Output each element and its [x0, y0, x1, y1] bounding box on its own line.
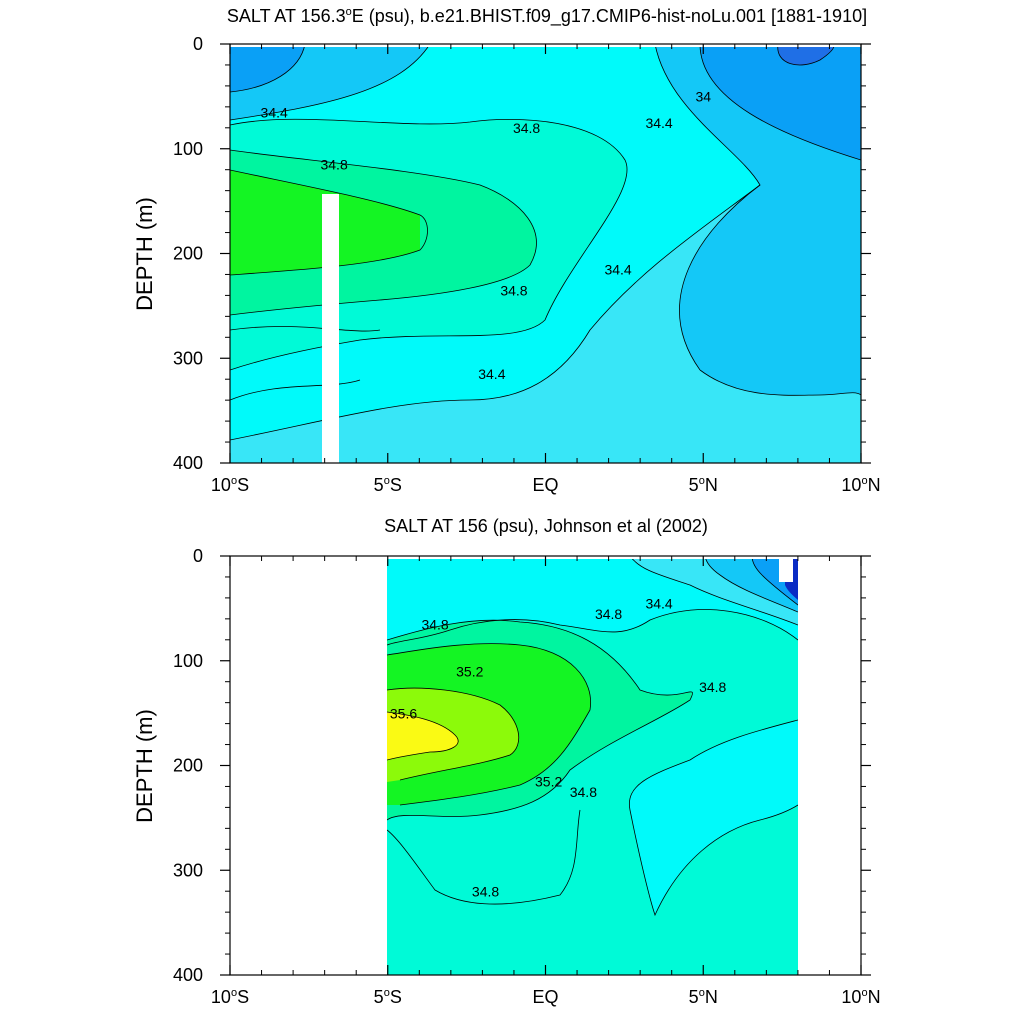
bottom-title: SALT AT 156 (psu), Johnson et al (2002) [384, 516, 708, 536]
bottom-region-34_6-deep [629, 720, 798, 915]
top-region-west-surface-2 [230, 44, 305, 92]
top-contour-label: 34.4 [261, 104, 288, 120]
bottom-contour-label: 34.8 [699, 679, 726, 695]
top-y-tick-label: 100 [173, 139, 203, 159]
bottom-contour-label: 35.2 [456, 663, 483, 679]
bottom-y-tick-label: 300 [173, 860, 203, 880]
bottom-region-35_6 [387, 712, 459, 760]
top-contour-labels: 34.4 34.8 34.8 34.4 34 34.4 34.8 34.4 [261, 89, 712, 383]
top-y-tick-label: 0 [193, 34, 203, 54]
top-axis-ticks: 10oS 5oS EQ 5oN 10oN 0 100 200 300 400 [173, 34, 881, 495]
top-contour-label: 34.4 [478, 366, 505, 382]
bottom-axis-ticks: 10oS 5oS EQ 5oN 10oN 0 100 200 300 400 [173, 546, 881, 1007]
bottom-contour-label: 35.2 [535, 773, 562, 789]
bottom-y-tick-label: 100 [173, 651, 203, 671]
top-missing-column [322, 194, 339, 463]
bottom-x-tick-label: 10oN [841, 987, 880, 1007]
top-x-tick-label: 5oS [374, 475, 402, 495]
top-contour-label: 34.8 [320, 157, 347, 173]
top-x-tick-label: EQ [532, 475, 558, 495]
bottom-y-tick-label: 400 [173, 965, 203, 985]
bottom-x-tick-label: 5oN [689, 987, 718, 1007]
top-contour-label: 34 [695, 89, 711, 105]
top-region-34_0 [700, 44, 861, 160]
top-y-axis-label: DEPTH (m) [132, 197, 157, 311]
bottom-contour-labels: 34.8 34.8 34.4 35.2 34.8 35.6 35.2 34.8 34.8 [390, 595, 727, 899]
bottom-contour-label: 34.8 [421, 616, 448, 632]
bottom-contour-label: 34.8 [570, 784, 597, 800]
bottom-contour-label: 34.8 [472, 883, 499, 899]
top-y-tick-label: 200 [173, 244, 203, 264]
bottom-y-tick-label: 200 [173, 756, 203, 776]
bottom-y-tick-label: 0 [193, 546, 203, 566]
bottom-x-tick-label: 10oS [211, 987, 249, 1007]
top-region-35_2b [420, 215, 528, 263]
top-y-tick-label: 400 [173, 453, 203, 473]
top-y-tick-label: 300 [173, 348, 203, 368]
bottom-contour-label: 34.4 [645, 595, 672, 611]
bottom-y-axis-label: DEPTH (m) [132, 709, 157, 823]
bottom-panel: SALT AT 156 (psu), Johnson et al (2002) [132, 516, 881, 1007]
bottom-contour-label: 35.6 [390, 705, 417, 721]
top-panel: SALT AT 156.3oE (psu), b.e21.BHIST.f09_g… [132, 6, 881, 495]
bottom-contour-fill [387, 556, 798, 975]
top-x-tick-label: 10oS [211, 475, 249, 495]
top-contour-label: 34.8 [500, 282, 527, 298]
top-contour-label: 34.8 [513, 120, 540, 136]
bottom-contour-label: 34.8 [595, 606, 622, 622]
top-x-tick-label: 5oN [689, 475, 718, 495]
top-title: SALT AT 156.3oE (psu), b.e21.BHIST.f09_g… [227, 6, 867, 27]
top-contour-label: 34.4 [604, 261, 631, 277]
bottom-missing-patch [779, 556, 793, 582]
bottom-contour-lines [387, 556, 798, 917]
top-contour-label: 34.4 [645, 115, 672, 131]
bottom-surface-gap [387, 556, 798, 559]
bottom-x-tick-label: EQ [532, 987, 558, 1007]
bottom-x-tick-label: 5oS [374, 987, 402, 1007]
top-x-tick-label: 10oN [841, 475, 880, 495]
